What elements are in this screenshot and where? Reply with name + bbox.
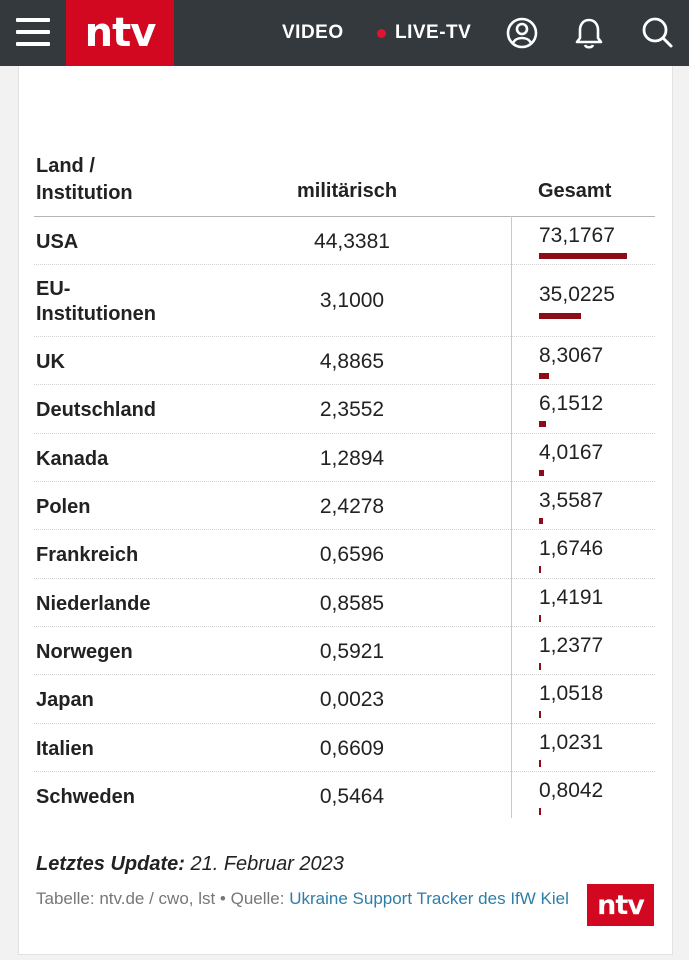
cell-militaerisch: 4,8865 <box>319 350 385 373</box>
column-header-militaerisch: militärisch <box>297 180 398 202</box>
article-card <box>18 66 673 955</box>
cell-militaerisch: 0,0023 <box>319 688 385 711</box>
row-separator <box>34 433 655 434</box>
cell-land: UK <box>36 351 65 373</box>
cell-militaerisch: 44,3381 <box>314 230 390 253</box>
column-header-gesamt: Gesamt <box>538 180 612 202</box>
user-icon[interactable] <box>505 16 539 50</box>
gesamt-bar <box>539 808 541 815</box>
row-separator <box>34 336 655 337</box>
header-divider <box>34 216 655 217</box>
gesamt-bar <box>539 518 543 524</box>
gesamt-bar <box>539 253 627 259</box>
cell-land: Italien <box>36 738 94 760</box>
gesamt-bar <box>539 421 546 427</box>
bell-icon[interactable] <box>572 16 606 50</box>
table-row: USA 44,3381 73,1767 <box>34 217 655 265</box>
cell-land: Deutschland <box>36 399 157 421</box>
cell-land-line1: EU- <box>36 278 71 300</box>
menu-icon[interactable] <box>16 18 50 48</box>
table-row: UK 4,8865 8,3067 <box>34 337 655 385</box>
cell-land: Frankreich <box>36 544 139 566</box>
cell-militaerisch: 2,4278 <box>319 495 385 518</box>
cell-gesamt: 73,1767 <box>539 224 615 247</box>
cell-militaerisch: 0,6609 <box>319 737 385 760</box>
cell-land-line2: Institutionen <box>36 303 156 325</box>
gesamt-bar <box>539 760 541 767</box>
gesamt-bar <box>539 615 541 622</box>
cell-gesamt: 1,4191 <box>539 586 604 609</box>
cell-gesamt: 6,1512 <box>539 392 604 415</box>
table-row: Norwegen 0,5921 1,2377 <box>34 627 655 675</box>
column-divider <box>511 216 512 818</box>
row-separator <box>34 771 655 772</box>
last-update-label: Letztes Update: <box>36 853 185 875</box>
cell-militaerisch: 0,8585 <box>319 592 385 615</box>
source-link[interactable]: Ukraine Support Tracker des IfW Kiel <box>289 889 569 908</box>
search-icon[interactable] <box>640 16 674 50</box>
cell-gesamt: 1,0231 <box>539 731 604 754</box>
table-row: Niederlande 0,8585 1,4191 <box>34 579 655 627</box>
table-row: Frankreich 0,6596 1,6746 <box>34 530 655 579</box>
cell-gesamt: 8,3067 <box>539 344 604 367</box>
table-row: Italien 0,6609 1,0231 <box>34 724 655 772</box>
gesamt-bar <box>539 711 541 718</box>
table-row: EU- Institutionen 3,1000 35,0225 <box>34 265 655 337</box>
row-separator <box>34 384 655 385</box>
row-separator <box>34 264 655 265</box>
cell-militaerisch: 3,1000 <box>319 289 385 312</box>
row-separator <box>34 481 655 482</box>
last-update: Letztes Update: 21. Februar 2023 <box>36 853 344 876</box>
gesamt-bar <box>539 470 544 476</box>
cell-gesamt: 1,0518 <box>539 682 604 705</box>
nav-live-tv-label: LIVE-TV <box>395 22 472 43</box>
ntv-logo[interactable]: ntv <box>66 0 174 66</box>
cell-land: Norwegen <box>36 641 133 663</box>
gesamt-bar <box>539 663 541 670</box>
last-update-date: 21. Februar 2023 <box>190 853 344 875</box>
cell-land: Kanada <box>36 448 109 470</box>
table-row: Polen 2,4278 3,5587 <box>34 482 655 530</box>
top-navigation-bar: ntv VIDEO LIVE-TV <box>0 0 689 66</box>
gesamt-bar <box>539 313 581 319</box>
row-separator <box>34 578 655 579</box>
cell-land: EU- Institutionen <box>36 277 156 327</box>
row-separator <box>34 674 655 675</box>
cell-militaerisch: 0,6596 <box>319 543 385 566</box>
cell-gesamt: 1,6746 <box>539 537 604 560</box>
cell-militaerisch: 2,3552 <box>319 398 385 421</box>
nav-live-tv-link[interactable]: LIVE-TV <box>377 22 471 44</box>
table-row: Kanada 1,2894 4,0167 <box>34 434 655 482</box>
table-row: Schweden 0,5464 0,8042 <box>34 772 655 820</box>
cell-gesamt: 1,2377 <box>539 634 604 657</box>
table-row: Deutschland 2,3552 6,1512 <box>34 385 655 434</box>
cell-land: USA <box>36 231 79 253</box>
row-separator <box>34 723 655 724</box>
cell-gesamt: 3,5587 <box>539 489 604 512</box>
row-separator <box>34 529 655 530</box>
table-row: Japan 0,0023 1,0518 <box>34 675 655 724</box>
cell-gesamt: 35,0225 <box>539 283 615 306</box>
cell-land: Polen <box>36 496 91 518</box>
row-separator <box>34 626 655 627</box>
column-header-land: Land / Institution <box>36 153 133 207</box>
gesamt-bar <box>539 566 541 573</box>
cell-militaerisch: 0,5464 <box>319 785 385 808</box>
cell-militaerisch: 1,2894 <box>319 447 385 470</box>
source-note: Tabelle: ntv.de / cwo, lst • Quelle: Ukr… <box>36 887 581 910</box>
live-dot-icon <box>377 28 386 38</box>
cell-gesamt: 4,0167 <box>539 441 604 464</box>
cell-land: Niederlande <box>36 593 151 615</box>
cell-land: Japan <box>36 689 94 711</box>
cell-militaerisch: 0,5921 <box>319 640 385 663</box>
column-header-land-line1: Land / <box>36 155 95 177</box>
cell-gesamt: 0,8042 <box>539 779 604 802</box>
ntv-footer-logo: ntv <box>587 884 654 926</box>
cell-land: Schweden <box>36 786 135 808</box>
source-prefix: Tabelle: ntv.de / cwo, lst • Quelle: <box>36 889 285 908</box>
column-header-land-line2: Institution <box>36 182 133 204</box>
gesamt-bar <box>539 373 549 379</box>
nav-video-link[interactable]: VIDEO <box>282 22 344 43</box>
